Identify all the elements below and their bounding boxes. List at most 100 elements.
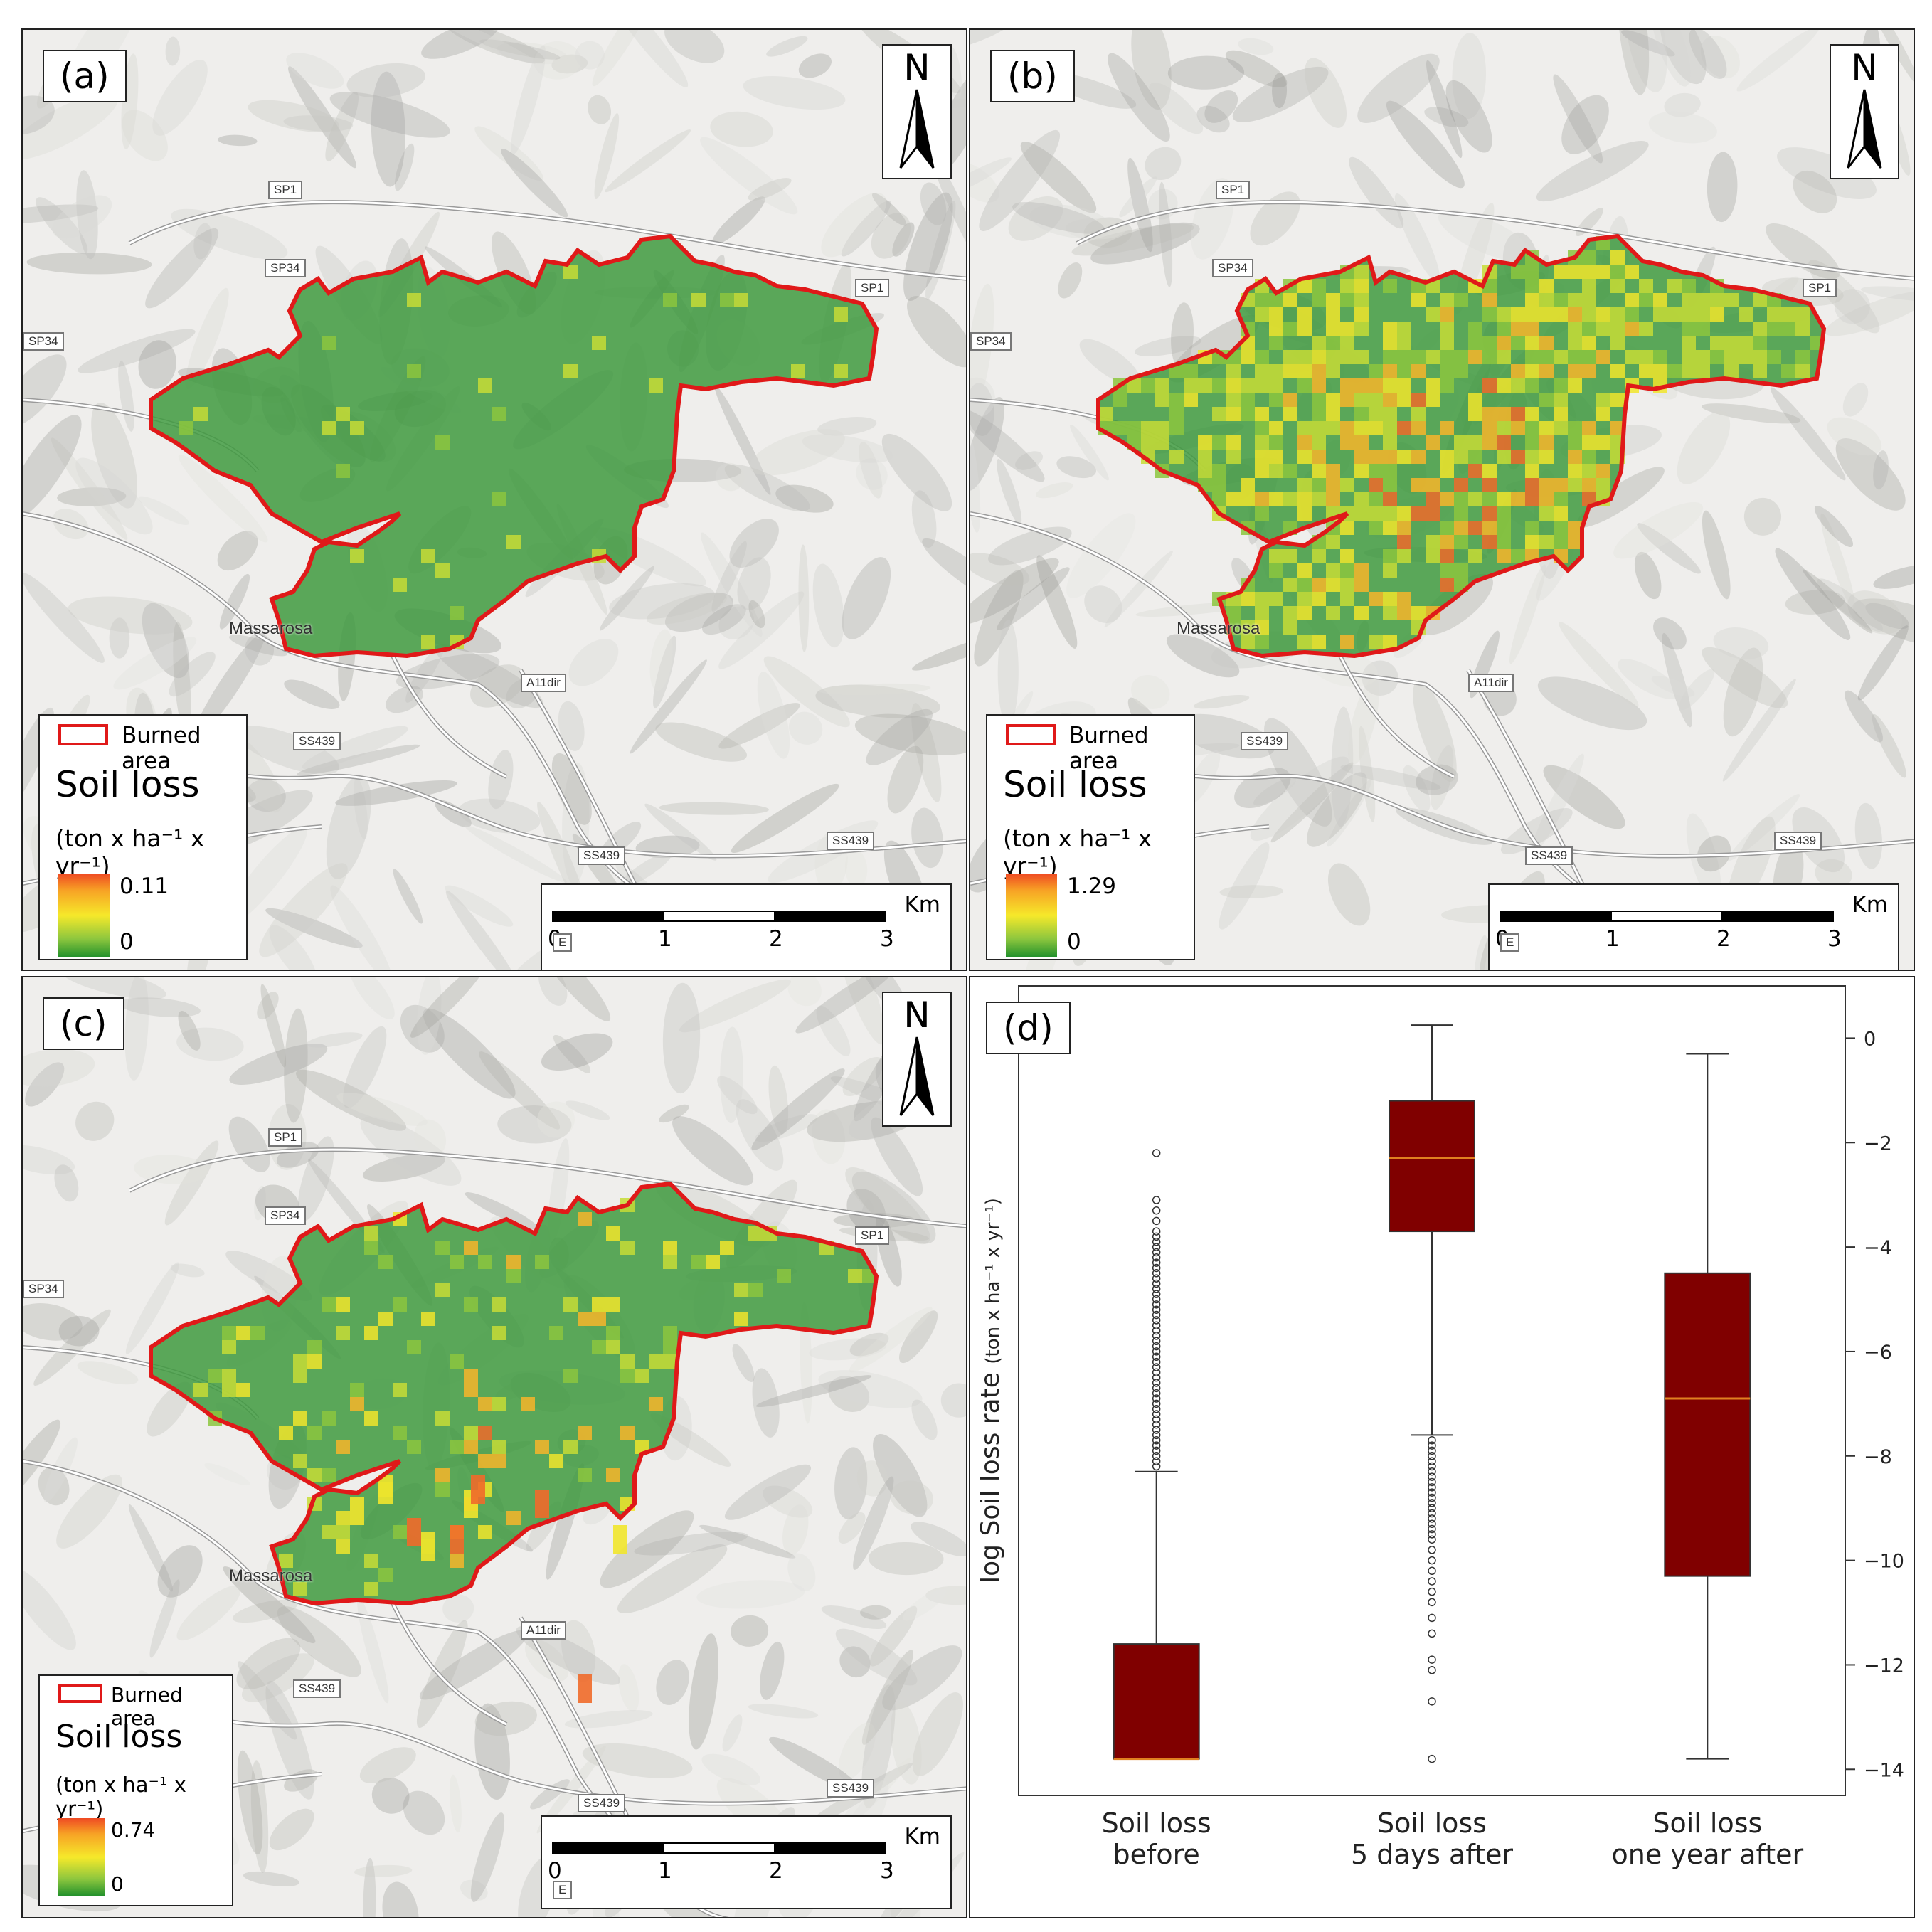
- outlier-point: [1428, 1598, 1436, 1607]
- road-label: SP34: [265, 1206, 306, 1225]
- town-label: Massarosa: [229, 619, 313, 638]
- outlier-point: [1428, 1535, 1436, 1544]
- outlier-point: [1428, 1546, 1436, 1554]
- outlier-point: [1428, 1697, 1436, 1706]
- outlier-point: [1152, 1305, 1161, 1314]
- outlier-point: [1152, 1441, 1161, 1450]
- scale-segment: [663, 911, 775, 922]
- outlier-point: [1152, 1206, 1161, 1215]
- scale-bar-c: Km 0 1 2 3: [541, 1815, 952, 1909]
- road-label: A11dir: [1468, 674, 1514, 692]
- map-panel-b: (b) N Burned area Soil loss (ton x ha⁻¹ …: [969, 28, 1915, 971]
- legend-burned-area-label: Burned area: [122, 723, 201, 774]
- road-label: SP34: [1212, 259, 1253, 277]
- box: [1664, 1272, 1751, 1577]
- scale-bar-a: Km 0 1 2 3: [541, 883, 952, 970]
- scale-tick: 1: [658, 1858, 672, 1884]
- outlier-point: [1152, 1227, 1161, 1236]
- outlier-point: [1428, 1629, 1436, 1638]
- north-arrow-icon: [899, 1036, 935, 1116]
- outlier-point: [1152, 1196, 1161, 1204]
- outlier-point: [1152, 1232, 1161, 1241]
- road-label: SP1: [1803, 279, 1837, 297]
- legend-unit: (ton x ha⁻¹ x yr⁻¹): [55, 1773, 186, 1821]
- outlier-point: [1428, 1446, 1436, 1455]
- outlier-point: [1152, 1326, 1161, 1335]
- scale-segment: [1721, 911, 1834, 922]
- outlier-point: [1152, 1389, 1161, 1398]
- outlier-point: [1152, 1446, 1161, 1455]
- outlier-point: [1428, 1457, 1436, 1465]
- outlier-point: [1152, 1149, 1161, 1157]
- outlier-point: [1428, 1477, 1436, 1487]
- outlier-point: [1152, 1435, 1161, 1445]
- outlier-point: [1152, 1352, 1161, 1362]
- outlier-point: [1152, 1394, 1161, 1403]
- burned-area-swatch: [1006, 724, 1056, 745]
- category-label: 5 days after: [1351, 1839, 1513, 1870]
- burned-area-outline: [149, 1181, 879, 1606]
- legend-unit: (ton x ha⁻¹ x yr⁻¹): [55, 824, 205, 880]
- road-label: SS439: [827, 1779, 875, 1798]
- outlier-point: [1152, 1258, 1161, 1267]
- outlier-point: [1152, 1347, 1161, 1356]
- box: [1389, 1100, 1475, 1233]
- color-ramp: [58, 874, 110, 957]
- scale-tick: 1: [1605, 926, 1620, 952]
- outlier-point: [1152, 1363, 1161, 1371]
- road-label: SS439: [578, 846, 626, 865]
- scale-tick: 2: [769, 926, 783, 952]
- outlier-point: [1152, 1332, 1161, 1340]
- road-label: A11dir: [521, 1621, 566, 1640]
- plot-frame: [1018, 985, 1846, 1796]
- outlier-point: [1152, 1457, 1161, 1465]
- outlier-point: [1152, 1253, 1161, 1262]
- legend-max: 0.11: [120, 874, 169, 899]
- outlier-point: [1428, 1524, 1436, 1534]
- outlier-point: [1428, 1530, 1436, 1539]
- legend-max: 1.29: [1067, 874, 1117, 899]
- map-panel-a: (a) N Burned area Soil loss (ton x ha⁻¹ …: [21, 28, 967, 971]
- scale-segment: [552, 911, 664, 922]
- scale-tick: 2: [1716, 926, 1731, 952]
- town-label: Massarosa: [229, 1566, 313, 1586]
- burned-area-outline: [1096, 233, 1827, 659]
- outlier-point: [1152, 1300, 1161, 1309]
- outlier-point: [1152, 1462, 1161, 1471]
- scale-tick: 1: [658, 926, 672, 952]
- legend-min: 0: [1067, 929, 1081, 955]
- road-label: SP34: [265, 259, 306, 277]
- outlier-point: [1428, 1566, 1436, 1576]
- category-label: before: [1113, 1839, 1200, 1870]
- outlier-point: [1428, 1613, 1436, 1623]
- outlier-point: [1152, 1316, 1161, 1325]
- road-label: SS439: [1774, 832, 1822, 850]
- outlier-point: [1152, 1269, 1161, 1278]
- outlier-point: [1152, 1263, 1161, 1273]
- outlier-point: [1428, 1514, 1436, 1523]
- legend-b: Burned area Soil loss (ton x ha⁻¹ x yr⁻¹…: [986, 714, 1195, 960]
- town-label: Massarosa: [1177, 619, 1260, 638]
- road-label: E: [553, 1881, 573, 1899]
- outlier-point: [1428, 1493, 1436, 1502]
- outlier-point: [1152, 1368, 1161, 1377]
- outlier-point: [1152, 1248, 1161, 1257]
- scale-unit: Km: [904, 892, 940, 918]
- road-label: A11dir: [521, 674, 566, 692]
- scale-tick: 3: [1827, 926, 1842, 952]
- y-tick-label: −2: [1864, 1132, 1892, 1155]
- burned-area-raster: [1098, 236, 1824, 656]
- road-label: E: [1500, 933, 1520, 952]
- outlier-point: [1428, 1655, 1436, 1664]
- outlier-point: [1428, 1577, 1436, 1586]
- outlier-point: [1152, 1243, 1161, 1251]
- outlier-point: [1428, 1499, 1436, 1507]
- y-tick-label: −6: [1864, 1342, 1892, 1364]
- legend-c: Burned area Soil loss (ton x ha⁻¹ x yr⁻¹…: [38, 1674, 233, 1906]
- outlier-point: [1428, 1441, 1436, 1450]
- outlier-point: [1152, 1415, 1161, 1424]
- scale-bar-b: Km 0 1 2 3: [1488, 883, 1899, 970]
- north-label-a: N: [903, 47, 930, 88]
- burned-area-outline: [149, 233, 879, 659]
- category-label: Soil loss: [1102, 1808, 1211, 1839]
